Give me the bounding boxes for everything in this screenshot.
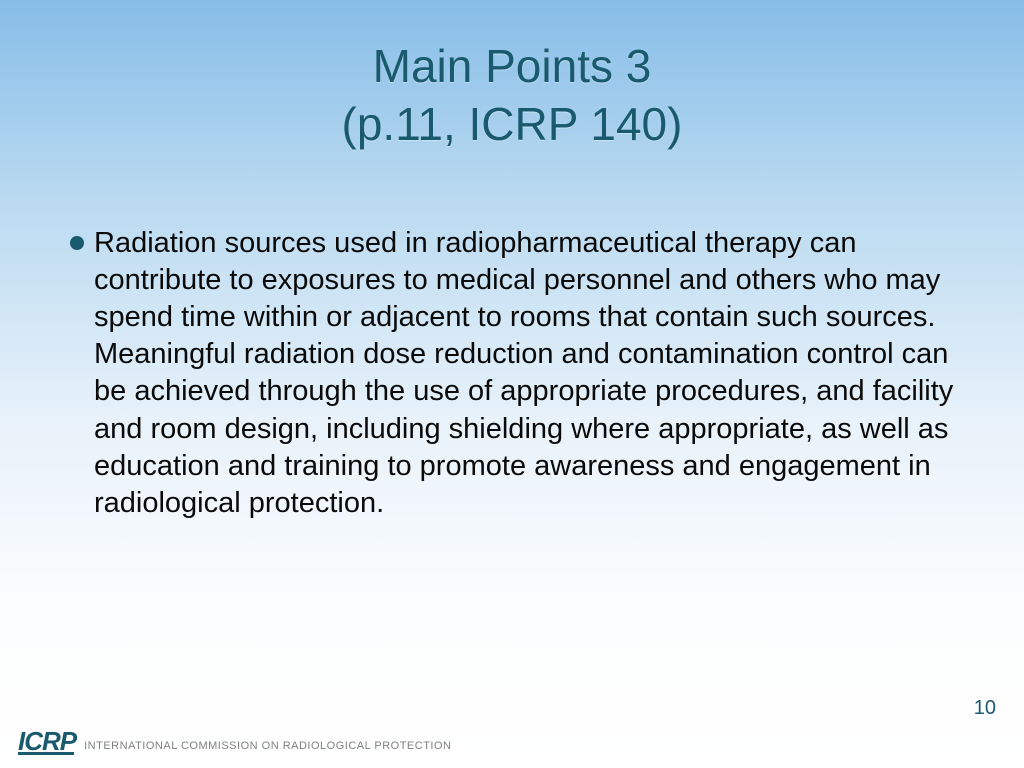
icrp-logo: ICRP	[18, 730, 76, 752]
bullet-text: Radiation sources used in radiopharmaceu…	[94, 225, 954, 522]
page-number: 10	[974, 697, 996, 720]
org-name: INTERNATIONAL COMMISSION ON RADIOLOGICAL…	[84, 740, 451, 752]
footer: ICRP INTERNATIONAL COMMISSION ON RADIOLO…	[18, 730, 1006, 752]
body-area: Radiation sources used in radiopharmaceu…	[70, 225, 954, 522]
title-line-1: Main Points 3	[0, 38, 1024, 96]
title-block: Main Points 3 (p.11, ICRP 140)	[0, 0, 1024, 153]
bullet-dot-icon	[70, 236, 84, 250]
slide: Main Points 3 (p.11, ICRP 140) Radiation…	[0, 0, 1024, 768]
bullet-item: Radiation sources used in radiopharmaceu…	[70, 225, 954, 522]
title-line-2: (p.11, ICRP 140)	[0, 96, 1024, 154]
